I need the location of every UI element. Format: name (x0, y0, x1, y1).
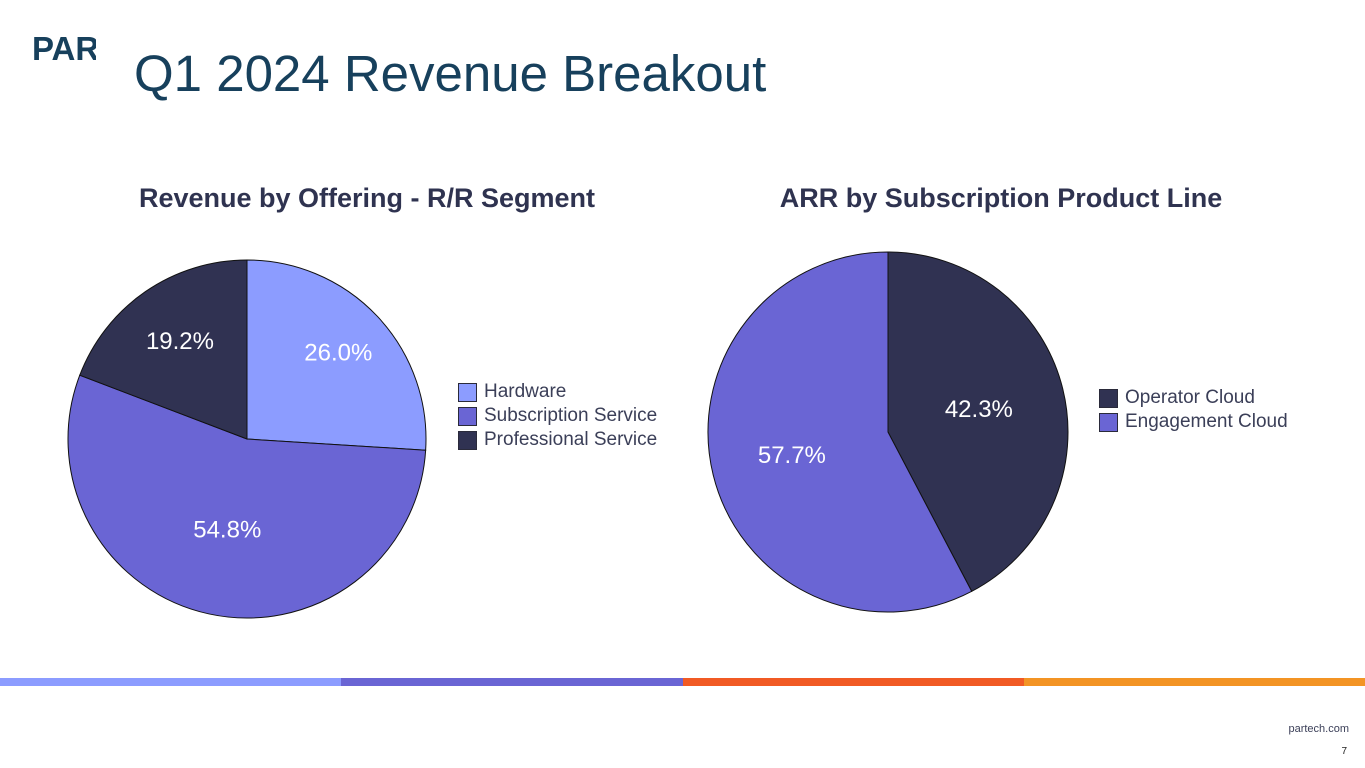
legend-swatch-professional-service (458, 430, 477, 450)
page-number: 7 (1341, 746, 1347, 757)
chart-title-arr-by-product-line: ARR by Subscription Product Line (779, 183, 1223, 213)
legend-item-hardware: Hardware (458, 380, 657, 404)
par-logo: PAR (32, 30, 96, 64)
pie-slice-operator-cloud (887, 251, 1069, 593)
legend-swatch-hardware (458, 382, 477, 402)
legend-revenue-by-offering: Hardware Subscription Service Profession… (458, 380, 657, 452)
bottom-bar-segment (682, 678, 1024, 686)
pie-slice-hardware (246, 259, 427, 451)
legend-label-professional-service: Professional Service (484, 429, 658, 450)
pie-slice-professional-service (79, 259, 248, 440)
bottom-bar-segment (1023, 678, 1365, 686)
pie-label-professional-service: 19.2% (146, 328, 214, 355)
page-title: Q1 2024 Revenue Breakout (134, 45, 767, 102)
pie-label-subscription-service: 54.8% (193, 516, 261, 543)
pie-slice-engagement-cloud (707, 251, 973, 613)
chart-title-revenue-by-offering: Revenue by Offering - R/R Segment (138, 183, 596, 213)
bottom-color-bar (0, 678, 1365, 686)
legend-swatch-operator-cloud (1099, 388, 1118, 408)
legend-swatch-engagement-cloud (1099, 412, 1118, 432)
bottom-bar-segment (341, 678, 683, 686)
pie-label-operator-cloud: 42.3% (945, 396, 1013, 423)
legend-label-subscription-service: Subscription Service (484, 405, 658, 426)
pie-label-hardware: 26.0% (304, 340, 372, 367)
legend-item-professional-service: Professional Service (458, 428, 657, 452)
bottom-bar-segment (0, 678, 342, 686)
legend-label-operator-cloud: Operator Cloud (1125, 387, 1255, 408)
legend-label-engagement-cloud: Engagement Cloud (1125, 411, 1288, 432)
legend-item-subscription-service: Subscription Service (458, 404, 657, 428)
pie-slice-subscription-service (67, 374, 427, 619)
legend-swatch-subscription-service (458, 406, 477, 426)
pie-label-engagement-cloud: 57.7% (758, 442, 826, 469)
legend-label-hardware: Hardware (484, 381, 567, 402)
footer-url: partech.com (1288, 723, 1349, 735)
legend-arr-by-product-line: Operator Cloud Engagement Cloud (1099, 386, 1288, 434)
legend-item-engagement-cloud: Engagement Cloud (1099, 410, 1288, 434)
legend-item-operator-cloud: Operator Cloud (1099, 386, 1288, 410)
svg-text:PAR: PAR (32, 30, 96, 64)
